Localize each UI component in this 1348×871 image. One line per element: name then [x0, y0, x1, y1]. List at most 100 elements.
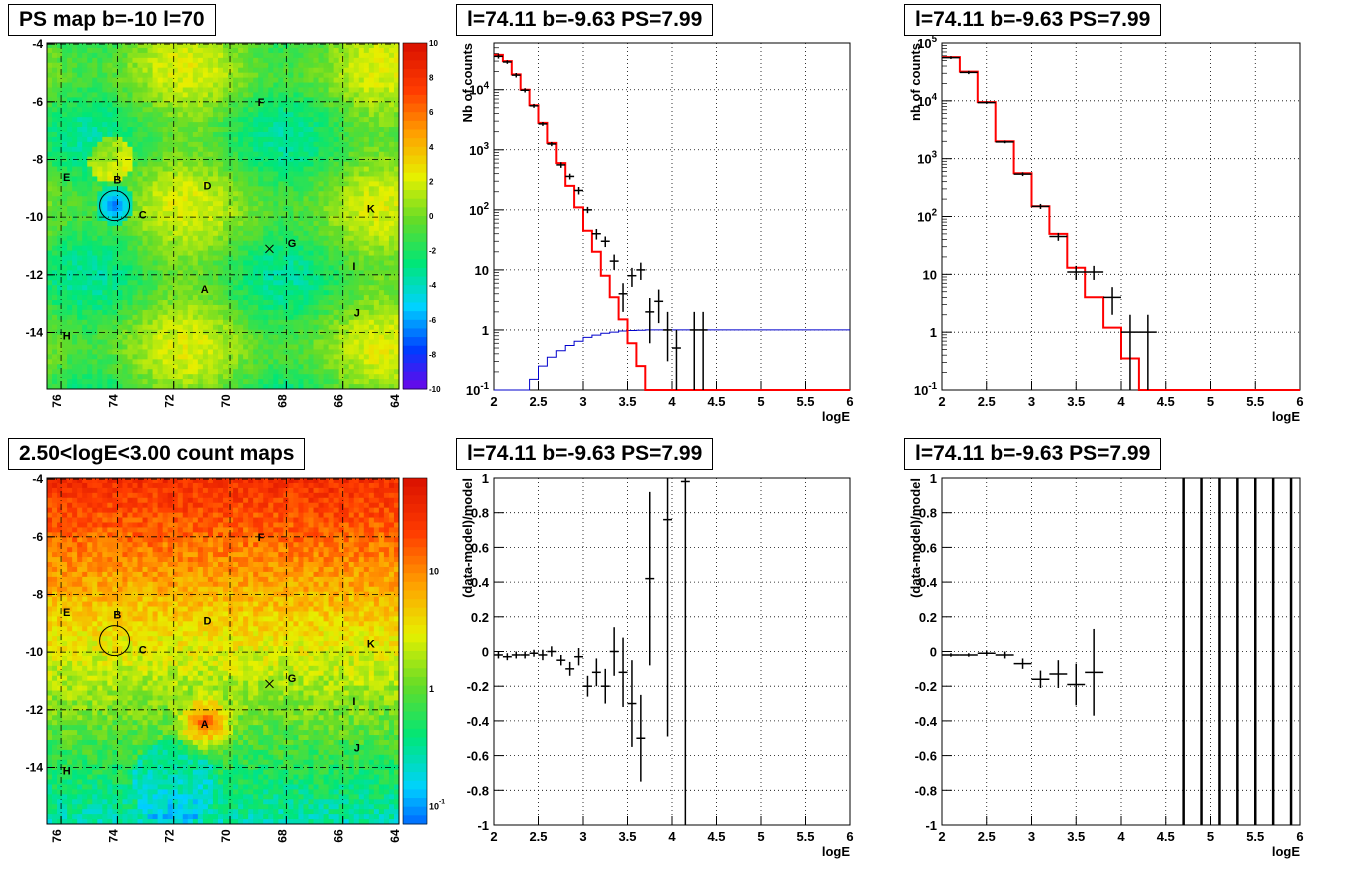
- map-pixel: [107, 67, 113, 74]
- map-pixel: [378, 211, 385, 217]
- map-pixel: [368, 112, 375, 118]
- map-pixel: [263, 295, 269, 301]
- map-pixel: [288, 176, 294, 182]
- map-pixel: [82, 339, 88, 345]
- map-pixel: [288, 127, 294, 133]
- map-pixel: [207, 146, 214, 153]
- map-pixel: [212, 319, 219, 326]
- map-pixel: [122, 196, 128, 202]
- map-pixel: [338, 141, 345, 148]
- map-pixel: [132, 77, 138, 83]
- map-pixel: [233, 379, 239, 385]
- map-pixel: [303, 245, 309, 251]
- map-pixel: [217, 354, 224, 360]
- map-pixel: [363, 186, 370, 192]
- map-pixel: [338, 339, 345, 345]
- map-pixel: [333, 131, 340, 138]
- map-pixel: [202, 265, 209, 271]
- map-pixel: [177, 379, 184, 385]
- map-pixel: [393, 151, 400, 158]
- map-pixel: [373, 146, 380, 153]
- map-pixel: [197, 220, 204, 227]
- map-pixel: [137, 255, 143, 261]
- map-pixel: [152, 354, 159, 360]
- map-pixel: [62, 260, 68, 266]
- map-pixel: [258, 240, 264, 247]
- map-pixel: [152, 285, 159, 291]
- map-pixel: [268, 314, 274, 321]
- map-pixel: [102, 354, 108, 360]
- map-pixel: [323, 171, 329, 177]
- map-pixel: [358, 216, 365, 222]
- map-pixel: [142, 77, 148, 83]
- map-pixel: [157, 52, 164, 59]
- map-pixel: [67, 220, 73, 227]
- map-pixel: [147, 384, 153, 390]
- map-pixel: [177, 211, 184, 217]
- map-pixel: [263, 319, 269, 326]
- map-pixel: [162, 275, 169, 281]
- map-pixel: [358, 250, 365, 256]
- map-pixel: [107, 136, 113, 143]
- map-pixel: [182, 275, 189, 281]
- map-pixel: [52, 384, 58, 390]
- map-pixel: [268, 82, 274, 88]
- map-pixel: [127, 82, 133, 88]
- map-pixel: [318, 82, 324, 88]
- map-pixel: [228, 136, 234, 143]
- map-pixel: [82, 240, 88, 247]
- map-pixel: [373, 260, 380, 266]
- map-pixel: [353, 146, 360, 153]
- map-pixel: [142, 161, 148, 167]
- map-pixel: [263, 82, 269, 88]
- map-pixel: [388, 225, 395, 232]
- map-pixel: [328, 235, 335, 242]
- map-pixel: [62, 364, 68, 370]
- map-pixel: [192, 216, 199, 222]
- map-pixel: [383, 280, 390, 286]
- map-pixel: [243, 47, 249, 54]
- map-pixel: [333, 47, 340, 54]
- map-pixel: [62, 151, 68, 158]
- map-pixel: [278, 309, 284, 316]
- map-pixel: [263, 136, 269, 143]
- map-pixel: [313, 300, 319, 306]
- map-pixel: [223, 151, 229, 158]
- map-pixel: [62, 230, 68, 237]
- map-pixel: [288, 220, 294, 227]
- map-pixel: [323, 324, 329, 331]
- map-pixel: [228, 52, 234, 59]
- map-pixel: [388, 151, 395, 158]
- map-pixel: [333, 270, 340, 276]
- map-pixel: [238, 384, 244, 390]
- map-pixel: [258, 112, 264, 118]
- map-pixel: [383, 349, 390, 355]
- map-pixel: [353, 230, 360, 237]
- map-pixel: [182, 151, 189, 158]
- map-pixel: [308, 265, 314, 271]
- map-pixel: [298, 290, 304, 296]
- map-pixel: [132, 309, 138, 316]
- map-pixel: [308, 102, 314, 108]
- map-pixel: [228, 364, 234, 370]
- map-pixel: [167, 201, 174, 207]
- map-pixel: [52, 379, 58, 385]
- map-pixel: [67, 290, 73, 296]
- map-pixel: [233, 181, 239, 187]
- map-pixel: [122, 97, 128, 103]
- map-pixel: [368, 211, 375, 217]
- map-pixel: [363, 280, 370, 286]
- map-pixel: [383, 319, 390, 326]
- map-pixel: [343, 72, 350, 78]
- map-pixel: [223, 122, 229, 128]
- map-pixel: [393, 72, 400, 78]
- map-pixel: [207, 72, 214, 78]
- map-pixel: [142, 309, 148, 316]
- map-pixel: [358, 186, 365, 192]
- map-pixel: [308, 82, 314, 88]
- map-pixel: [358, 245, 365, 251]
- map-pixel: [177, 314, 184, 321]
- map-pixel: [238, 319, 244, 326]
- map-pixel: [162, 354, 169, 360]
- map-pixel: [313, 87, 319, 93]
